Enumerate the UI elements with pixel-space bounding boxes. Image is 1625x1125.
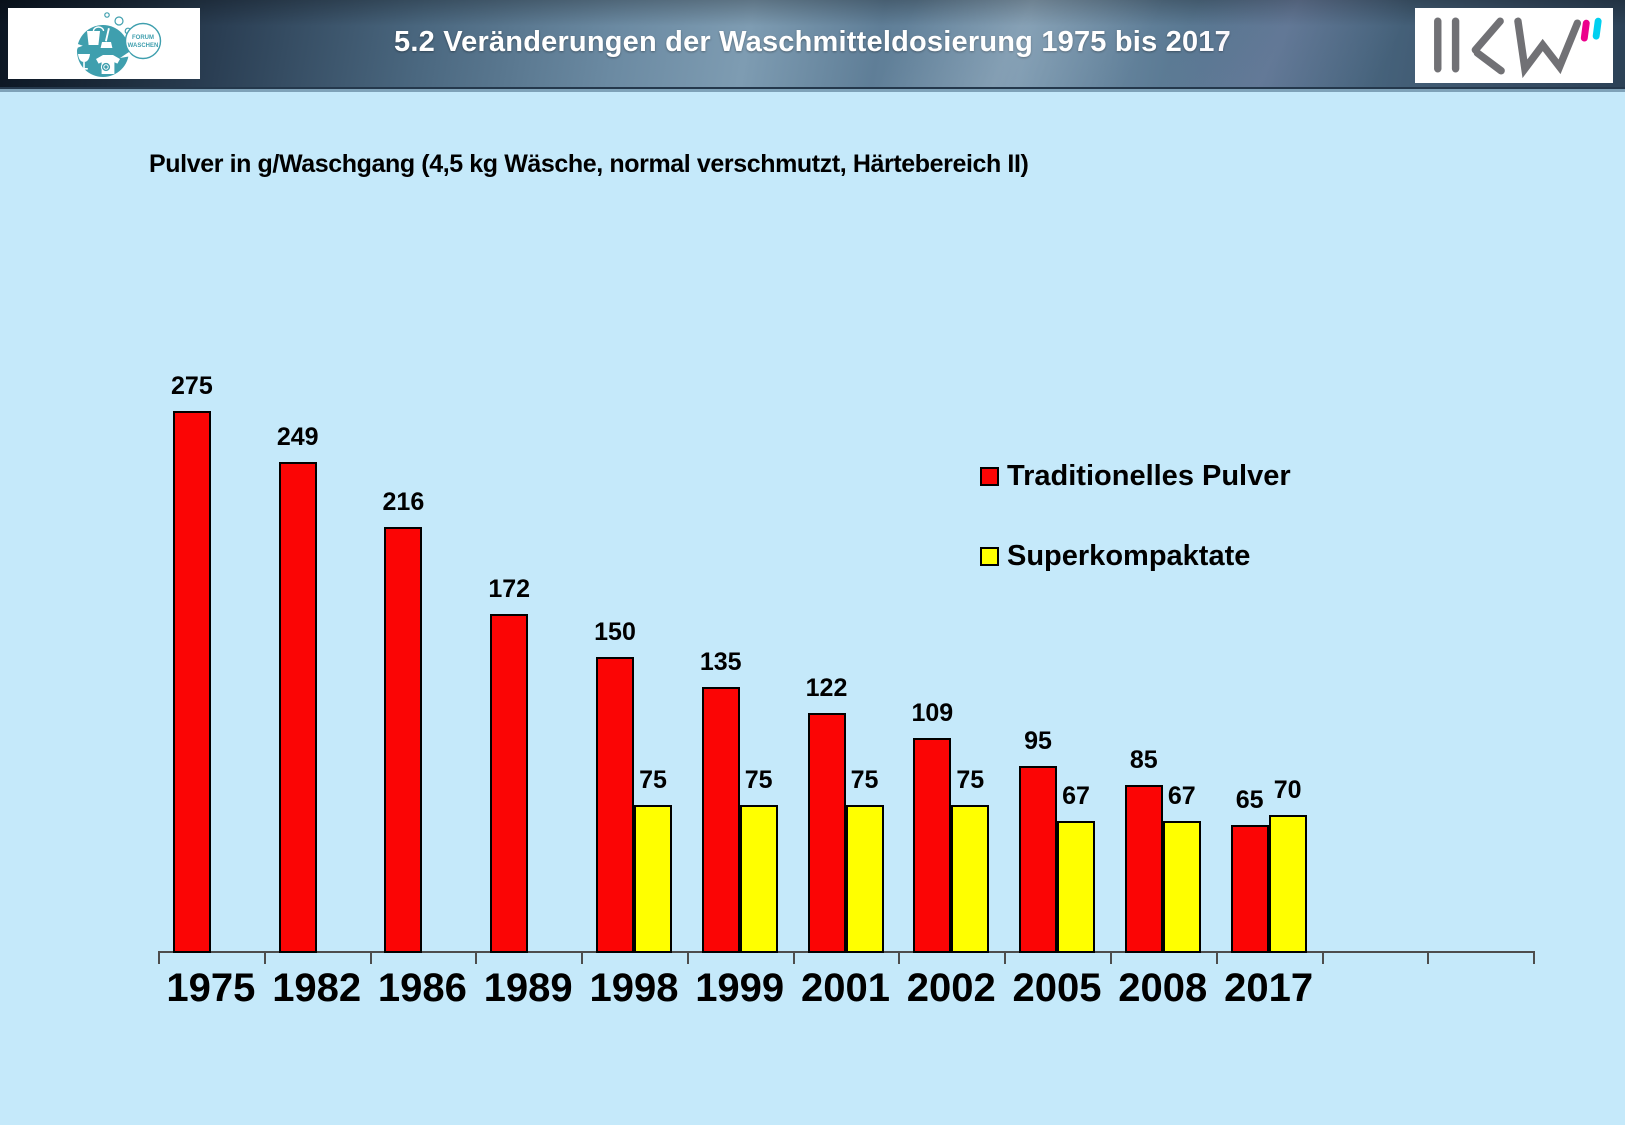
bar-traditionelles-pulver-2017 bbox=[1230, 825, 1269, 953]
header-bar: 5.2 Veränderungen der Waschmitteldosieru… bbox=[0, 0, 1625, 87]
washing-drum-icon bbox=[100, 61, 112, 73]
x-axis-label-2005: 2005 bbox=[1012, 966, 1102, 1010]
bar-value-label: 122 bbox=[805, 674, 848, 702]
x-axis-label-1975: 1975 bbox=[166, 966, 256, 1010]
x-axis-tick bbox=[475, 951, 478, 964]
legend-label: Traditionelles Pulver bbox=[1007, 459, 1291, 492]
bucket-handle-icon bbox=[92, 26, 105, 32]
legend: Traditionelles Pulver Superkompaktate bbox=[980, 458, 1291, 618]
x-axis-tick bbox=[158, 951, 160, 964]
quote-cyan-icon bbox=[1592, 17, 1602, 40]
bar-value-label: 275 bbox=[171, 372, 213, 400]
bar-traditionelles-pulver-2008 bbox=[1124, 785, 1163, 953]
x-axis-tick bbox=[369, 951, 372, 964]
bar-value-label: 150 bbox=[594, 618, 636, 646]
sparkle-icon bbox=[69, 39, 83, 53]
bar-traditionelles-pulver-1975 bbox=[172, 411, 211, 953]
x-axis-tick bbox=[1215, 951, 1218, 964]
ikw-logo bbox=[1415, 8, 1613, 83]
x-axis-tick bbox=[1533, 951, 1535, 964]
bar-value-label: 70 bbox=[1273, 776, 1302, 804]
bar-value-label: 75 bbox=[956, 766, 985, 794]
bar-value-label: 75 bbox=[744, 766, 773, 794]
forum-waschen-logo: FORUM WASCHEN bbox=[8, 8, 200, 79]
x-axis-label-1982: 1982 bbox=[272, 966, 362, 1010]
x-axis-label-1998: 1998 bbox=[589, 966, 679, 1010]
bar-value-label: 172 bbox=[488, 575, 531, 603]
bar-traditionelles-pulver-1989 bbox=[490, 614, 529, 953]
bar-value-label: 95 bbox=[1024, 727, 1052, 755]
x-axis-tick bbox=[1109, 951, 1112, 964]
bar-superkompaktate-2001 bbox=[845, 805, 884, 953]
x-axis-tick bbox=[1427, 951, 1430, 964]
forum-text: FORUM bbox=[132, 35, 154, 41]
header-divider-light bbox=[0, 89, 1625, 92]
bar-traditionelles-pulver-2001 bbox=[807, 713, 846, 953]
legend-item-superkompaktate: Superkompaktate bbox=[980, 538, 1291, 574]
speech-bubble bbox=[124, 22, 162, 60]
ikw-letters bbox=[1434, 17, 1582, 79]
waschen-text: WASCHEN bbox=[128, 43, 159, 49]
wine-glass-icon bbox=[78, 54, 90, 70]
bar-traditionelles-pulver-2005 bbox=[1019, 766, 1057, 953]
x-axis-tick bbox=[686, 951, 689, 964]
bar-superkompaktate-2017 bbox=[1268, 815, 1307, 953]
bar-traditionelles-pulver-1982 bbox=[278, 462, 317, 953]
slide-title: 5.2 Veränderungen der Waschmitteldosieru… bbox=[394, 26, 1231, 58]
quote-magenta-icon bbox=[1580, 19, 1590, 42]
chart-title: Pulver in g/Waschgang (4,5 kg Wäsche, no… bbox=[149, 150, 1029, 178]
x-axis-label-2001: 2001 bbox=[801, 966, 890, 1010]
x-axis-tick bbox=[792, 951, 795, 964]
bar-superkompaktate-2008 bbox=[1162, 821, 1201, 953]
legend-item-traditionelles-pulver: Traditionelles Pulver bbox=[980, 458, 1291, 494]
x-axis-label-1999: 1999 bbox=[695, 966, 785, 1010]
bar-traditionelles-pulver-2002 bbox=[913, 738, 952, 953]
x-axis-label-2002: 2002 bbox=[906, 966, 996, 1010]
legend-label: Superkompaktate bbox=[1007, 539, 1251, 572]
x-axis-label-1989: 1989 bbox=[483, 966, 573, 1010]
bubble-icon bbox=[114, 16, 124, 26]
bar-value-label: 65 bbox=[1235, 786, 1264, 814]
x-axis-tick bbox=[1004, 951, 1007, 964]
bar-value-label: 216 bbox=[382, 488, 425, 516]
legend-swatch-yellow bbox=[980, 546, 999, 566]
washing-drum-inner-icon bbox=[103, 64, 109, 70]
forum-waschen-logo-graphic: FORUM WASCHEN bbox=[69, 12, 162, 77]
bar-superkompaktate-2002 bbox=[951, 805, 990, 953]
bar-traditionelles-pulver-1986 bbox=[384, 527, 423, 953]
bar-value-label: 249 bbox=[276, 423, 319, 451]
legend-swatch-red bbox=[980, 466, 999, 486]
bar-value-label: 85 bbox=[1129, 746, 1158, 774]
x-axis-label-1986: 1986 bbox=[377, 966, 467, 1010]
bar-value-label: 109 bbox=[911, 699, 954, 727]
bar-traditionelles-pulver-1998 bbox=[596, 657, 634, 953]
x-axis-tick bbox=[898, 951, 901, 964]
x-axis-tick bbox=[263, 951, 266, 964]
bar-value-label: 75 bbox=[850, 766, 879, 794]
bucket-icon bbox=[87, 31, 100, 45]
bar-value-label: 75 bbox=[639, 766, 667, 794]
bar-value-label: 67 bbox=[1167, 782, 1196, 810]
header-divider-dark bbox=[0, 87, 1625, 89]
bar-superkompaktate-1999 bbox=[739, 805, 778, 953]
bar-superkompaktate-2005 bbox=[1057, 821, 1095, 953]
bar-value-label: 135 bbox=[699, 648, 742, 676]
speech-bubble-tail bbox=[120, 52, 132, 58]
bar-value-label: 67 bbox=[1062, 782, 1090, 810]
bubble-icon bbox=[104, 12, 110, 18]
broom-icon bbox=[100, 28, 113, 48]
x-axis-label-2017: 2017 bbox=[1224, 966, 1314, 1010]
x-axis-label-2008: 2008 bbox=[1118, 966, 1208, 1010]
ikw-logo-graphic bbox=[1434, 17, 1602, 79]
x-axis-tick bbox=[581, 951, 584, 964]
bar-superkompaktate-1998 bbox=[634, 805, 672, 953]
bar-traditionelles-pulver-1999 bbox=[701, 687, 740, 953]
x-axis-tick bbox=[1321, 951, 1324, 964]
